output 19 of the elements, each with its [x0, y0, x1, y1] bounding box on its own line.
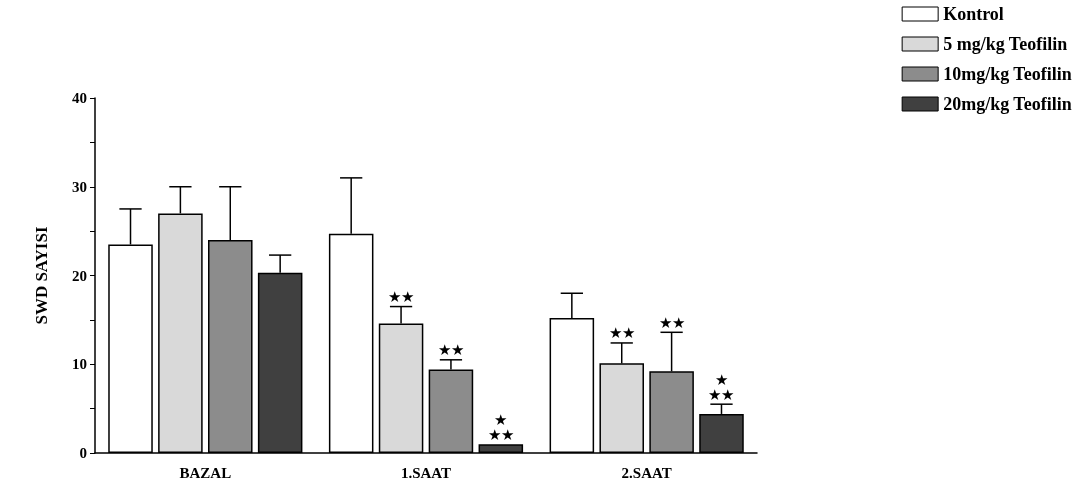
data-label: ★ ★★ — [708, 371, 735, 403]
y-tick-label: 40 — [72, 90, 87, 106]
data-label: ★★ — [437, 342, 464, 359]
legend-label: 20mg/kg Teofilin — [943, 94, 1072, 114]
data-label: ★★ — [658, 314, 685, 331]
legend-label: Kontrol — [943, 4, 1004, 24]
y-axis-title: SWD SAYISI — [32, 226, 51, 325]
data-label: ★★ — [608, 325, 635, 342]
data-label: ★★ — [388, 289, 415, 306]
data-label: ★ ★★ — [487, 411, 514, 443]
y-tick-label: 20 — [72, 267, 87, 284]
x-tick-label: 1.SAAT — [400, 464, 452, 481]
y-tick-label: 10 — [72, 356, 87, 373]
x-tick-label: 2.SAAT — [621, 464, 672, 481]
y-tick-label: 30 — [72, 178, 87, 195]
y-tick-label: 0 — [79, 445, 87, 461]
legend-label: 10mg/kg Teofilin — [943, 64, 1072, 84]
legend-label: 5 mg/kg Teofilin — [943, 34, 1068, 54]
x-tick-label: BAZAL — [179, 464, 232, 481]
